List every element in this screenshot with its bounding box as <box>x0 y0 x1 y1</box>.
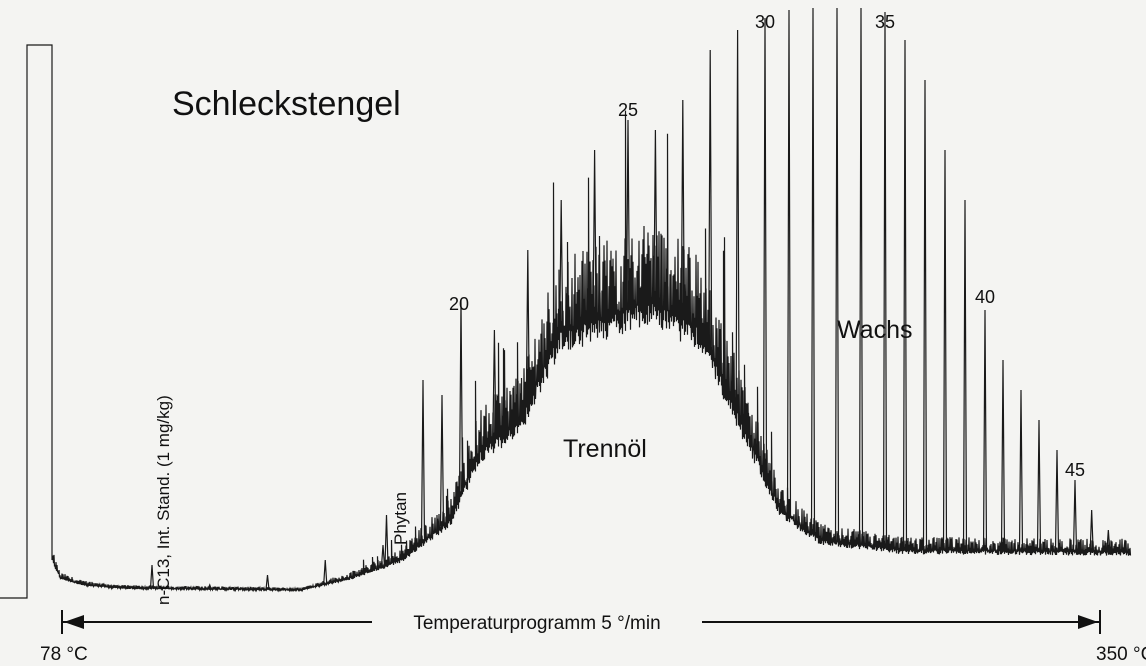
alkane-peak <box>882 11 888 549</box>
alkane-peak <box>653 129 658 304</box>
alkane-peak <box>902 39 908 551</box>
alkane-peak <box>834 7 840 543</box>
program-label: Temperaturprogramm 5 °/min <box>413 613 660 634</box>
alkane-peak <box>982 309 988 551</box>
alkane-peak <box>458 299 464 495</box>
standard-label: n-C13, Int. Stand. (1 mg/kg) <box>154 395 173 605</box>
alkane-peak <box>207 583 212 590</box>
alkane-peak <box>708 49 713 353</box>
alkane-peak <box>858 7 864 546</box>
alkane-peak <box>1000 359 1006 551</box>
alkane-peak <box>680 99 685 320</box>
alkane-peak <box>1018 389 1024 552</box>
end-temp: 350 °C <box>1096 644 1146 665</box>
alkane-peak <box>149 564 155 589</box>
alkane-peak <box>962 199 968 551</box>
peak-label: 25 <box>618 100 638 120</box>
alkane-peak <box>1089 509 1094 552</box>
peak-label: 20 <box>449 294 469 314</box>
alkane-peak <box>735 29 740 415</box>
start-temp: 78 °C <box>40 644 88 665</box>
trennoel-label: Trennöl <box>563 435 647 463</box>
alkane-peak <box>1122 539 1128 553</box>
peak-label: 30 <box>755 12 775 32</box>
trace <box>0 7 1132 599</box>
alkane-peak <box>1072 479 1078 552</box>
alkane-peak <box>323 559 328 584</box>
alkane-peak <box>525 249 530 403</box>
alkane-peak <box>265 574 270 590</box>
arrow-head-right <box>1078 615 1098 629</box>
alkane-peak <box>762 17 768 477</box>
phytan-peak <box>384 514 389 566</box>
arrow-head-left <box>64 615 84 629</box>
alkane-peak <box>420 379 426 542</box>
alkane-peak <box>492 329 497 440</box>
phytan-label: Phytan <box>391 492 410 545</box>
alkane-peak <box>439 394 445 527</box>
alkane-peak <box>559 199 564 330</box>
title: Schleckstengel <box>172 85 401 123</box>
wachs-label: Wachs <box>837 316 912 344</box>
alkane-peak <box>380 544 386 567</box>
alkane-peak <box>1036 419 1042 552</box>
alkane-peak <box>592 149 597 322</box>
peak-label: 40 <box>975 287 995 307</box>
alkane-peak <box>786 9 792 517</box>
alkane-peak <box>922 79 928 551</box>
arrow-label-bg <box>372 608 702 636</box>
alkane-peak <box>1106 529 1111 552</box>
peak-label: 35 <box>875 12 895 32</box>
alkane-peak <box>1054 449 1060 552</box>
alkane-peak <box>810 7 816 535</box>
alkane-peak <box>625 119 631 309</box>
peak-labels: 20 25 30 35 40 45 <box>449 12 1085 480</box>
alkane-peak <box>942 149 948 551</box>
peak-label: 45 <box>1065 460 1085 480</box>
